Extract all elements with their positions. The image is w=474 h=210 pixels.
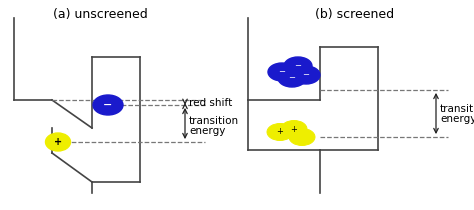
Ellipse shape [284,57,312,75]
Text: transition: transition [440,104,474,113]
Ellipse shape [268,63,296,81]
Text: −: − [103,100,113,110]
Ellipse shape [93,95,123,115]
Ellipse shape [289,129,315,146]
Text: energy: energy [189,126,225,135]
Text: (a) unscreened: (a) unscreened [53,8,147,21]
Text: +: + [54,137,62,147]
Ellipse shape [281,121,307,138]
Ellipse shape [267,123,293,140]
Text: −: − [289,74,295,83]
Text: +: + [276,127,283,136]
Ellipse shape [46,133,71,151]
Text: −: − [279,67,285,76]
Text: (b) screened: (b) screened [315,8,394,21]
Text: energy: energy [440,114,474,125]
Ellipse shape [278,69,306,87]
Ellipse shape [292,66,320,84]
Text: red shift: red shift [189,97,232,108]
Text: −: − [302,71,310,80]
Text: transition: transition [189,116,239,126]
Text: +: + [291,125,298,134]
Text: −: − [294,62,301,71]
